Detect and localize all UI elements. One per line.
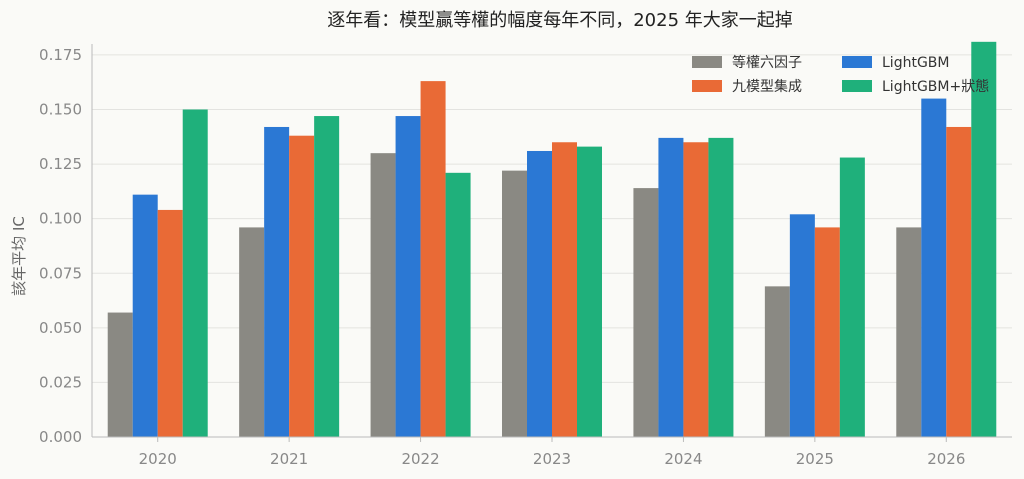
bar	[107, 312, 133, 437]
y-tick-label: 0.150	[39, 101, 82, 119]
x-tick-label: 2021	[270, 450, 308, 468]
bar	[764, 286, 790, 437]
bar	[814, 227, 840, 437]
legend-label: LightGBM+狀態	[882, 79, 989, 95]
bar	[264, 126, 290, 437]
legend-swatch	[842, 80, 872, 92]
x-tick-label: 2023	[533, 450, 571, 468]
bar	[289, 135, 315, 437]
legend-swatch	[692, 56, 722, 68]
x-tick-label: 2026	[927, 450, 965, 468]
x-tick-label: 2020	[139, 450, 177, 468]
y-tick-label: 0.175	[39, 46, 82, 64]
bar	[658, 137, 684, 437]
bar	[502, 170, 527, 437]
x-tick-label: 2025	[796, 450, 834, 468]
legend-label: 九模型集成	[732, 78, 802, 95]
legend-label: LightGBM	[882, 55, 949, 71]
bar	[708, 137, 734, 437]
legend-label: 等權六因子	[732, 54, 802, 71]
bar	[370, 153, 396, 437]
y-tick-label: 0.050	[39, 319, 82, 337]
bar	[395, 116, 421, 438]
chart-title: 逐年看：模型贏等權的幅度每年不同，2025 年大家一起掉	[327, 10, 793, 31]
axes: 0.000 0.025 0.050 0.075 0.100 0.125 0.150 0.175…	[39, 44, 1012, 468]
bar	[239, 227, 265, 437]
legend: 等權六因子 LightGBM 九模型集成 LightGBM+狀態	[692, 54, 989, 95]
x-tick-label: 2024	[664, 450, 702, 468]
bar	[552, 142, 577, 437]
y-tick-label: 0.075	[39, 264, 82, 282]
bar	[946, 126, 972, 437]
bars	[107, 41, 997, 438]
bar	[420, 81, 446, 437]
bar	[839, 157, 865, 438]
y-tick-label: 0.000	[39, 428, 82, 446]
bar	[445, 172, 471, 438]
bar	[633, 188, 659, 437]
bar	[527, 150, 552, 437]
bar	[683, 142, 709, 437]
y-tick-label: 0.125	[39, 155, 82, 173]
bar	[921, 98, 947, 437]
legend-swatch	[692, 80, 722, 92]
bar	[182, 109, 208, 437]
bar	[314, 116, 340, 438]
y-axis-label: 該年平均 IC	[10, 216, 28, 296]
bar	[971, 41, 997, 438]
bar	[157, 209, 183, 437]
legend-swatch	[842, 56, 872, 68]
bar	[132, 194, 158, 437]
y-tick-label: 0.025	[39, 373, 82, 391]
bar	[896, 227, 922, 437]
bar	[577, 146, 602, 437]
x-tick-label: 2022	[401, 450, 439, 468]
bar	[789, 214, 815, 437]
y-tick-label: 0.100	[39, 210, 82, 228]
